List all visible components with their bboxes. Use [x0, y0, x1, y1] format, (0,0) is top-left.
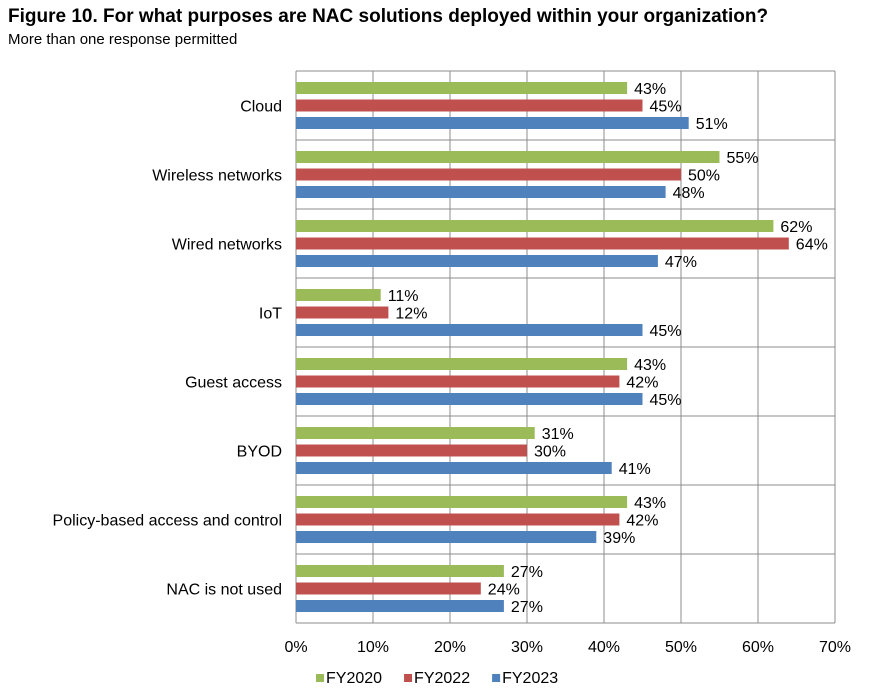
legend-label: FY2023: [502, 670, 558, 687]
legend-swatch-fy2023: [492, 674, 501, 682]
data-label: 43%: [634, 495, 666, 512]
bar-fy2020: [296, 82, 628, 94]
bar-fy2022: [296, 168, 681, 181]
data-label: 30%: [534, 444, 566, 461]
bar-fy2022: [296, 513, 620, 526]
category-label: Cloud: [240, 99, 282, 116]
data-label: 55%: [727, 150, 759, 167]
category-label: Wireless networks: [152, 168, 282, 185]
data-label: 41%: [619, 461, 651, 478]
bar-fy2020: [296, 289, 381, 301]
legend-label: FY2020: [326, 670, 382, 687]
x-tick-label: 0%: [284, 639, 307, 656]
category-label: BYOD: [237, 444, 282, 461]
bar-fy2020: [296, 220, 774, 232]
bar-fy2023: [296, 117, 689, 129]
x-tick-label: 30%: [511, 639, 543, 656]
data-label: 62%: [780, 219, 812, 236]
x-tick-label: 70%: [819, 639, 851, 656]
data-label: 50%: [688, 168, 720, 185]
category-label: IoT: [259, 306, 282, 323]
x-tick-label: 50%: [665, 639, 697, 656]
bar-fy2023: [296, 324, 643, 336]
category-label: Policy-based access and control: [53, 513, 282, 530]
category-label: Wired networks: [172, 237, 282, 254]
bar-fy2020: [296, 151, 720, 163]
bar-fy2020: [296, 427, 535, 439]
data-label: 43%: [634, 357, 666, 374]
bar-fy2022: [296, 444, 527, 457]
bar-fy2020: [296, 358, 628, 370]
legend-label: FY2022: [414, 670, 470, 687]
bar-fy2023: [296, 255, 658, 267]
bar-fy2023: [296, 186, 666, 198]
bar-fy2020: [296, 496, 628, 508]
data-label: 11%: [388, 288, 419, 305]
x-tick-label: 10%: [357, 639, 389, 656]
data-label: 42%: [626, 375, 658, 392]
bar-fy2022: [296, 237, 789, 250]
category-label: Guest access: [185, 375, 282, 392]
legend-swatch-fy2022: [404, 674, 413, 682]
chart-subtitle: More than one response permitted: [8, 31, 238, 48]
bar-fy2022: [296, 582, 481, 595]
legend-swatch-fy2020: [316, 674, 324, 682]
data-label: 27%: [511, 564, 543, 581]
data-label: 45%: [650, 323, 682, 340]
category-label: NAC is not used: [166, 582, 282, 599]
bar-fy2023: [296, 462, 612, 474]
data-label: 24%: [488, 582, 520, 599]
bar-fy2023: [296, 393, 643, 405]
data-label: 42%: [626, 513, 658, 530]
data-label: 39%: [603, 530, 635, 547]
x-tick-label: 60%: [742, 639, 774, 656]
bar-fy2023: [296, 600, 504, 612]
data-label: 45%: [650, 392, 682, 409]
bar-fy2020: [296, 565, 504, 577]
bar-fy2022: [296, 99, 643, 112]
data-label: 12%: [395, 306, 427, 323]
bar-fy2023: [296, 531, 597, 543]
data-label: 45%: [650, 99, 682, 116]
data-label: 47%: [665, 254, 697, 271]
data-label: 48%: [673, 185, 705, 202]
data-label: 31%: [542, 426, 574, 443]
data-label: 64%: [796, 237, 828, 254]
bar-fy2022: [296, 306, 389, 319]
data-label: 27%: [511, 599, 543, 616]
x-tick-label: 20%: [434, 639, 466, 656]
data-label: 43%: [634, 81, 666, 98]
data-label: 51%: [696, 116, 728, 133]
x-tick-label: 40%: [588, 639, 620, 656]
chart-title: Figure 10. For what purposes are NAC sol…: [8, 6, 769, 27]
bar-fy2022: [296, 375, 620, 388]
